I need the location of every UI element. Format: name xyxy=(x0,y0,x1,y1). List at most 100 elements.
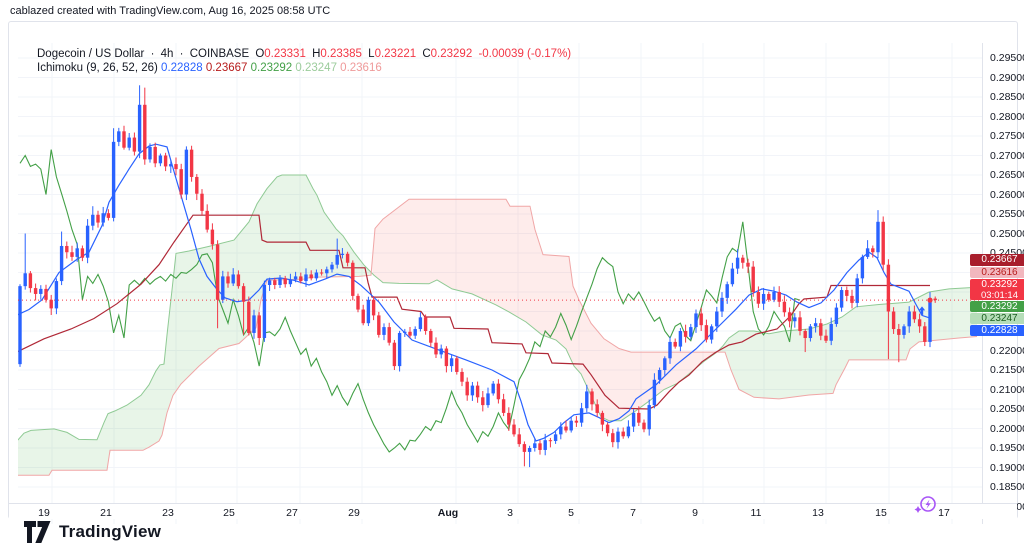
indicator-params: (9, 26, 52, 26) xyxy=(86,62,158,74)
candle xyxy=(247,301,251,333)
ichimoku-legend-row[interactable]: Ichimoku (9, 26, 52, 26) 0.22828 0.23667… xyxy=(37,62,382,74)
candle xyxy=(403,331,407,333)
candle xyxy=(319,272,324,274)
tradingview-logo[interactable]: TradingView xyxy=(24,521,161,543)
candle xyxy=(548,440,553,442)
senkou-b-value: 0.23616 xyxy=(340,62,382,74)
candle xyxy=(215,244,220,300)
candle xyxy=(694,313,698,328)
candle xyxy=(834,307,839,324)
candle xyxy=(288,279,293,285)
candle xyxy=(501,399,506,413)
candle xyxy=(304,274,308,282)
price-badge: 0.23292 xyxy=(970,301,1024,312)
candlestick-series xyxy=(18,85,937,468)
chart-pane[interactable] xyxy=(18,43,982,524)
senkou-a-value: 0.23247 xyxy=(295,62,337,74)
close-label: C xyxy=(422,48,431,60)
candle xyxy=(444,348,449,367)
candle xyxy=(907,311,911,327)
candle xyxy=(715,311,719,327)
price-badge: 0.23247 xyxy=(970,313,1024,324)
candle xyxy=(210,229,215,245)
time-axis[interactable]: 19 21 23 25 27 29 Aug 3 5 7 9 11 13 15 17 xyxy=(9,503,1017,519)
up-arrow-marker xyxy=(918,306,926,315)
candle xyxy=(28,273,33,289)
price-badge: 0.23292 03:01:14 xyxy=(970,279,1024,300)
candle xyxy=(189,149,194,177)
candle xyxy=(756,292,761,304)
candle xyxy=(782,301,787,313)
candle xyxy=(153,146,157,164)
candle xyxy=(496,383,501,400)
candle xyxy=(574,420,579,423)
time-axis-label: 9 xyxy=(692,507,698,519)
price-badge: 0.23667 xyxy=(970,254,1024,266)
candle xyxy=(746,262,750,267)
time-axis-label: 19 xyxy=(38,507,50,519)
chikou-value: 0.23292 xyxy=(250,62,293,74)
candle xyxy=(356,295,360,310)
candle xyxy=(813,323,818,327)
candle xyxy=(293,276,298,280)
candle xyxy=(808,326,813,339)
candle xyxy=(387,327,391,343)
candle xyxy=(283,278,287,285)
candle xyxy=(564,426,568,431)
candle xyxy=(689,327,693,337)
candle xyxy=(704,325,709,340)
candle xyxy=(730,268,735,285)
time-axis-label: 23 xyxy=(162,507,174,519)
candle xyxy=(49,299,53,309)
candle xyxy=(626,426,631,437)
candle xyxy=(881,221,885,265)
open-label: O xyxy=(255,48,265,60)
candle xyxy=(345,253,350,263)
candle xyxy=(741,257,745,263)
kijun-line xyxy=(18,214,930,410)
candle xyxy=(777,292,781,302)
candle xyxy=(621,431,625,437)
candle xyxy=(226,276,230,284)
time-axis-label: 11 xyxy=(750,507,762,519)
candle xyxy=(579,408,584,423)
candle xyxy=(824,335,828,341)
candle xyxy=(891,311,896,330)
candle xyxy=(668,341,672,359)
candle xyxy=(117,131,121,142)
candle xyxy=(595,404,599,413)
candle xyxy=(590,391,594,405)
candle xyxy=(371,299,376,316)
time-axis-label: 13 xyxy=(812,507,824,519)
candle xyxy=(491,383,495,394)
symbol-legend-row[interactable]: Dogecoin / US Dollar · 4h · COINBASE O0.… xyxy=(37,48,574,60)
candle xyxy=(314,272,319,279)
candle xyxy=(527,448,532,452)
candle xyxy=(127,137,131,148)
high-value: 0.23385 xyxy=(320,48,362,60)
candle xyxy=(75,248,79,257)
candle xyxy=(902,326,906,335)
candle xyxy=(637,412,641,423)
lightning-event-icon[interactable] xyxy=(913,494,939,516)
time-axis-label: 29 xyxy=(348,507,360,519)
candle xyxy=(273,280,277,285)
cloud-green-segment xyxy=(716,287,977,399)
candle xyxy=(309,274,313,279)
candle xyxy=(195,176,199,194)
close-value: 0.23292 xyxy=(430,48,473,60)
candle xyxy=(767,293,771,300)
candle xyxy=(933,298,937,301)
